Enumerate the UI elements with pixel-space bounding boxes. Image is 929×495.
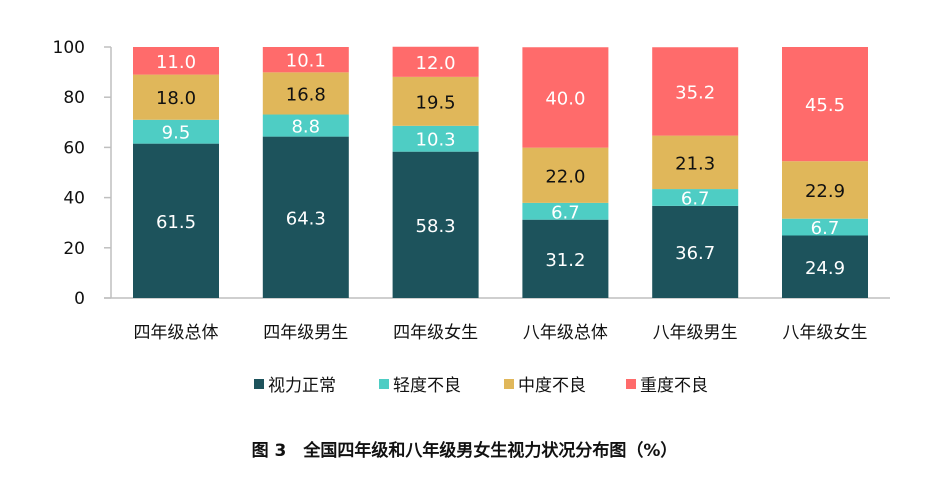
- x-tick-label: 四年级女生: [393, 323, 478, 343]
- bar-segment: [652, 205, 739, 298]
- x-tick-label: 八年级总体: [523, 323, 608, 343]
- y-tick-label: 80: [63, 88, 85, 108]
- x-tick-label: 四年级男生: [263, 323, 348, 343]
- bar-segment: [133, 119, 219, 144]
- legend-swatch: [504, 379, 514, 389]
- bar-segment: [133, 74, 219, 120]
- data-label: 16.8: [286, 84, 326, 105]
- bar-segment: [262, 47, 349, 73]
- data-label: 19.5: [416, 92, 456, 113]
- data-label: 10.3: [416, 130, 456, 151]
- legend-swatch: [254, 379, 264, 389]
- data-label: 31.2: [545, 250, 585, 271]
- data-label: 21.3: [675, 153, 715, 174]
- bar-segment: [652, 47, 739, 136]
- bar-segment: [782, 218, 868, 236]
- data-label: 18.0: [156, 88, 196, 109]
- data-label: 22.9: [805, 181, 845, 202]
- y-tick-label: 20: [63, 239, 85, 259]
- legend-label: 视力正常: [268, 376, 336, 396]
- y-tick-label: 40: [63, 189, 85, 209]
- y-tick-label: 100: [53, 38, 85, 58]
- data-label: 40.0: [545, 88, 585, 109]
- y-tick-label: 0: [74, 289, 85, 309]
- data-label: 64.3: [286, 208, 326, 229]
- data-label: 8.8: [291, 117, 320, 138]
- bar-segment: [782, 235, 868, 298]
- legend-label: 轻度不良: [393, 376, 461, 396]
- bar-segment: [782, 161, 868, 219]
- bar-segment: [782, 47, 868, 162]
- bar-segment: [262, 72, 349, 115]
- data-label: 12.0: [416, 53, 456, 74]
- data-label: 11.0: [156, 52, 196, 73]
- data-label: 45.5: [805, 95, 845, 116]
- data-label: 6.7: [811, 218, 840, 239]
- bar-segment: [133, 47, 219, 75]
- chart-title: 图 3 全国四年级和八年级男女生视力状况分布图（%）: [251, 441, 678, 461]
- bar-segment: [522, 202, 609, 220]
- bar-segment: [652, 189, 739, 206]
- y-tick-label: 60: [63, 138, 85, 158]
- bar-segment: [522, 47, 609, 148]
- bar-segment: [262, 136, 349, 298]
- data-label: 6.7: [681, 188, 710, 209]
- legend-label: 重度不良: [640, 376, 708, 396]
- bar-segment: [522, 147, 609, 203]
- bar-segment: [392, 76, 479, 126]
- data-label: 22.0: [545, 166, 585, 187]
- legend-swatch: [626, 379, 636, 389]
- data-label: 35.2: [675, 82, 715, 103]
- bar-segment: [262, 114, 349, 137]
- x-tick-label: 四年级总体: [134, 323, 219, 343]
- data-label: 61.5: [156, 212, 196, 233]
- stacked-bar-chart: 0 20 40 60 80 100 61.5 9.5 18.0 11.0 四年级总体 64.3 8.8 1…: [53, 38, 890, 396]
- data-label: 6.7: [551, 202, 580, 223]
- bar-segment: [392, 46, 479, 77]
- data-label: 58.3: [416, 216, 456, 237]
- x-tick-label: 八年级男生: [653, 323, 738, 343]
- data-label: 9.5: [162, 123, 191, 144]
- data-label: 10.1: [286, 51, 326, 72]
- bar-segment: [392, 151, 479, 298]
- bar-segment: [133, 143, 219, 298]
- x-tick-label: 八年级女生: [783, 323, 868, 343]
- legend-swatch: [379, 379, 389, 389]
- bar-segment: [522, 219, 609, 298]
- bar-segment: [652, 135, 739, 190]
- bar-segment: [392, 125, 479, 152]
- data-label: 24.9: [805, 258, 845, 279]
- legend-label: 中度不良: [518, 376, 586, 396]
- data-label: 36.7: [675, 243, 715, 264]
